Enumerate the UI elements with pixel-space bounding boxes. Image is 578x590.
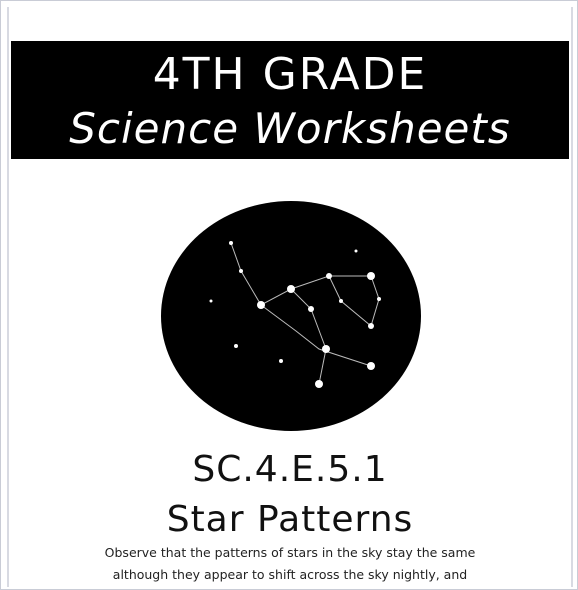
topic-title: Star Patterns (1, 499, 578, 540)
description-line: although they appear to shift across the… (1, 567, 578, 582)
title-banner: 4TH GRADE Science Worksheets (11, 41, 569, 159)
worksheet-cover: 4TH GRADE Science Worksheets SC.4.E.5.1 … (0, 0, 578, 590)
grade-title: 4TH GRADE (11, 47, 569, 103)
description-line: Observe that the patterns of stars in th… (1, 545, 578, 560)
constellation-illustration (161, 201, 421, 431)
subject-title: Science Worksheets (11, 103, 569, 155)
standard-code: SC.4.E.5.1 (1, 449, 578, 490)
